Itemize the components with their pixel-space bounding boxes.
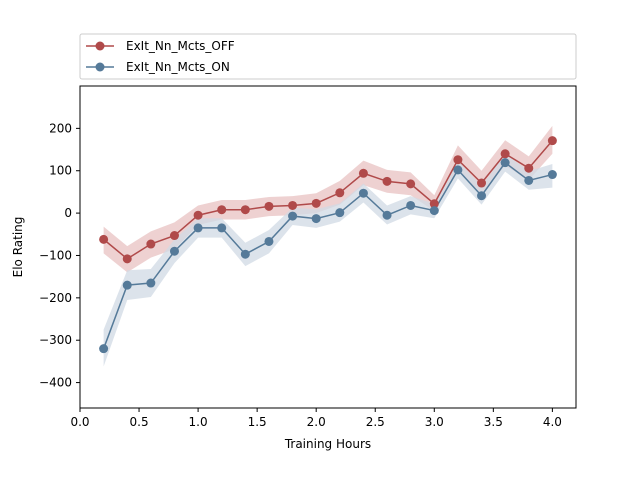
series-1-point bbox=[358, 188, 368, 198]
series-0-point bbox=[500, 149, 510, 159]
series-1-point bbox=[288, 211, 298, 221]
series-1-point bbox=[547, 170, 557, 180]
series-1-point bbox=[500, 158, 510, 168]
series-1-line bbox=[102, 161, 553, 349]
legend-label-off: ExIt_Nn_Mcts_OFF bbox=[126, 39, 235, 53]
series-0-point bbox=[146, 239, 156, 249]
series-0-point bbox=[477, 178, 487, 188]
x-tick-label: 1.0 bbox=[189, 415, 208, 429]
series-1-point bbox=[335, 208, 345, 218]
series-0-line bbox=[103, 140, 553, 260]
series-0-point bbox=[335, 188, 345, 198]
series-1-point bbox=[169, 246, 179, 256]
series-0-point bbox=[169, 231, 179, 241]
series-1-point bbox=[406, 200, 416, 210]
x-tick-label: 0.5 bbox=[130, 415, 149, 429]
series-0-point bbox=[429, 199, 439, 209]
series-0-point bbox=[122, 254, 132, 264]
series-1-point bbox=[193, 223, 203, 233]
y-tick-label: −200 bbox=[39, 291, 72, 305]
y-tick-label: −400 bbox=[39, 376, 72, 390]
x-tick-label: 2.0 bbox=[307, 415, 326, 429]
x-tick-label: 0.0 bbox=[70, 415, 89, 429]
series-0-point bbox=[99, 234, 109, 244]
series-1-point bbox=[453, 165, 463, 175]
x-tick-label: 3.5 bbox=[484, 415, 503, 429]
series-0-point bbox=[358, 168, 368, 178]
y-tick-label: 100 bbox=[49, 164, 72, 178]
series-0-point bbox=[311, 198, 321, 208]
series-0-band bbox=[103, 125, 553, 273]
series-points bbox=[99, 136, 557, 354]
series-1-band bbox=[103, 153, 553, 367]
series-1-point bbox=[146, 278, 156, 288]
series-1-point bbox=[311, 214, 321, 224]
y-tick-label: −100 bbox=[39, 248, 72, 262]
series-1-point bbox=[122, 280, 132, 290]
series-0-point bbox=[547, 136, 557, 146]
series-0-point bbox=[217, 205, 227, 215]
x-axis-ticks: 0.0 0.5 1.0 1.5 2.0 2.5 3.0 3.5 4.0 bbox=[70, 408, 562, 429]
legend: ExIt_Nn_Mcts_OFF ExIt_Nn_Mcts_ON bbox=[79, 33, 577, 80]
y-tick-label: 0 bbox=[64, 206, 72, 220]
x-tick-label: 2.5 bbox=[366, 415, 385, 429]
x-tick-label: 3.0 bbox=[425, 415, 444, 429]
legend-frame bbox=[79, 33, 577, 80]
series-1-point bbox=[99, 344, 109, 354]
x-axis-label: Training Hours bbox=[284, 437, 371, 451]
series-0-point bbox=[382, 176, 392, 186]
x-tick-label: 4.0 bbox=[543, 415, 562, 429]
series-1-point bbox=[429, 206, 439, 216]
series-0-point bbox=[240, 205, 250, 215]
plot-frame bbox=[79, 85, 577, 409]
series-0-point bbox=[193, 210, 203, 220]
x-tick-label: 1.5 bbox=[248, 415, 267, 429]
legend-label-on: ExIt_Nn_Mcts_ON bbox=[126, 60, 230, 74]
legend-swatch-marker-off bbox=[95, 41, 105, 51]
y-axis-label: Elo Rating bbox=[11, 217, 25, 278]
series-1-point bbox=[217, 223, 227, 233]
series-0-point bbox=[453, 155, 463, 165]
y-tick-label: 200 bbox=[49, 121, 72, 135]
series-1-point bbox=[264, 236, 274, 246]
series-0-point bbox=[406, 179, 416, 189]
y-axis-ticks: −400 −300 −200 −100 0 100 200 bbox=[39, 121, 80, 390]
series-1-point bbox=[524, 175, 534, 185]
y-tick-label: −300 bbox=[39, 333, 72, 347]
confidence-bands bbox=[103, 125, 553, 367]
series-0-point bbox=[288, 200, 298, 210]
series-0-point bbox=[264, 201, 274, 211]
series-1-point bbox=[240, 249, 250, 259]
series-lines bbox=[102, 140, 553, 349]
series-0-point bbox=[524, 163, 534, 173]
series-1-point bbox=[382, 210, 392, 220]
series-1-point bbox=[477, 191, 487, 201]
legend-swatch-marker-on bbox=[95, 62, 105, 72]
